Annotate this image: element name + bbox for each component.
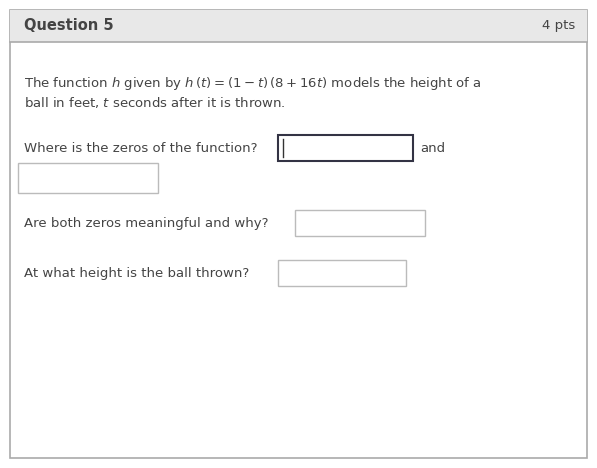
- Text: ball in feet, $t$ seconds after it is thrown.: ball in feet, $t$ seconds after it is th…: [24, 95, 285, 110]
- Text: Question 5: Question 5: [24, 19, 113, 34]
- Text: Where is the zeros of the function?: Where is the zeros of the function?: [24, 141, 257, 154]
- Bar: [295, 210, 425, 236]
- Text: The function $h$ given by $\mathit{h}\,(t) = (1-t)\,(8+16t)$ models the height o: The function $h$ given by $\mathit{h}\,(…: [24, 74, 482, 92]
- Text: and: and: [420, 141, 445, 154]
- Bar: [278, 260, 406, 286]
- Bar: [278, 135, 413, 161]
- Text: At what height is the ball thrown?: At what height is the ball thrown?: [24, 266, 250, 279]
- Bar: [10, 10, 587, 42]
- Text: 4 pts: 4 pts: [541, 20, 575, 32]
- Bar: [18, 163, 158, 193]
- Text: Are both zeros meaningful and why?: Are both zeros meaningful and why?: [24, 217, 269, 229]
